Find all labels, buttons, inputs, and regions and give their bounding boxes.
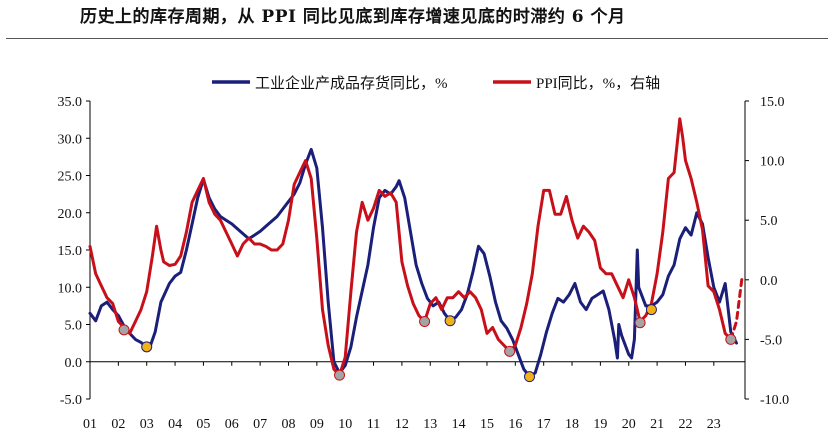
x-tick-label: 09 [310, 417, 324, 432]
legend: 工业企业产成品存货同比，% PPI同比，%，右轴 [212, 74, 660, 92]
x-tick-label: 03 [140, 417, 154, 432]
left-tick-label: 10.0 [58, 281, 83, 296]
x-tick-label: 11 [367, 417, 380, 432]
x-tick-label: 10 [338, 417, 352, 432]
x-tick-label: 21 [650, 417, 664, 432]
x-tick-label: 06 [225, 417, 239, 432]
right-tick-label: -10.0 [760, 393, 789, 408]
right-tick-label: 0.0 [760, 274, 778, 289]
x-tick-label: 19 [593, 417, 607, 432]
left-tick-label: 35.0 [58, 95, 83, 110]
x-tick-label: 04 [168, 417, 182, 432]
x-tick-label: 05 [196, 417, 210, 432]
x-tick-label: 08 [281, 417, 295, 432]
ppi-series-line [88, 117, 733, 377]
left-tick-label: 0.0 [65, 356, 83, 371]
left-tick-label: 20.0 [58, 207, 83, 222]
ppi-trough-marker [334, 369, 346, 381]
x-tick-label: 07 [253, 417, 267, 432]
legend-label-inventory: 工业企业产成品存货同比，% [255, 74, 448, 92]
ppi-forecast-dashed-line [729, 274, 744, 341]
right-tick-label: 5.0 [760, 214, 778, 229]
chart-title: 历史上的库存周期，从 PPI 同比见底到库存增速见底的时滞约 6 个月 [80, 7, 626, 27]
x-tick-label: 12 [395, 417, 409, 432]
x-tick-label: 01 [83, 417, 97, 432]
left-tick-label: -5.0 [60, 393, 82, 408]
x-tick-label: 17 [537, 417, 551, 432]
inventory-trough-marker [141, 341, 153, 353]
series-layer [88, 117, 744, 379]
left-tick-label: 25.0 [58, 170, 83, 185]
left-tick-label: 30.0 [58, 132, 83, 147]
right-tick-label: 15.0 [760, 95, 785, 110]
left-tick-label: 5.0 [65, 319, 83, 334]
x-tick-label: 02 [111, 417, 125, 432]
inventory-series-line [88, 147, 738, 379]
inventory-trough-marker [444, 315, 456, 327]
left-tick-label: 15.0 [58, 244, 83, 259]
markers-layer [118, 304, 737, 383]
title-divider [6, 38, 828, 39]
legend-label-ppi: PPI同比，%，右轴 [536, 75, 660, 92]
right-tick-label: 10.0 [760, 155, 785, 170]
ppi-trough-marker [634, 317, 646, 329]
x-tick-label: 20 [622, 417, 636, 432]
inventory-trough-marker [524, 371, 536, 383]
x-tick-label: 14 [452, 417, 466, 432]
axes: -5.0 0.0 5.0 10.0 15.0 20.0 25.0 30.0 35.0 -10.0 -… [58, 95, 790, 432]
ppi-trough-marker [725, 333, 737, 345]
x-tick-label: 18 [565, 417, 579, 432]
x-tick-label: 13 [423, 417, 437, 432]
x-tick-label: 23 [707, 417, 721, 432]
x-tick-label: 15 [480, 417, 494, 432]
x-tick-label: 22 [678, 417, 692, 432]
ppi-trough-marker [118, 324, 130, 336]
x-tick-label: 16 [508, 417, 522, 432]
inventory-trough-marker [645, 304, 657, 316]
right-tick-label: -5.0 [760, 333, 782, 348]
ppi-trough-marker [504, 345, 516, 357]
ppi-trough-marker [419, 316, 431, 328]
